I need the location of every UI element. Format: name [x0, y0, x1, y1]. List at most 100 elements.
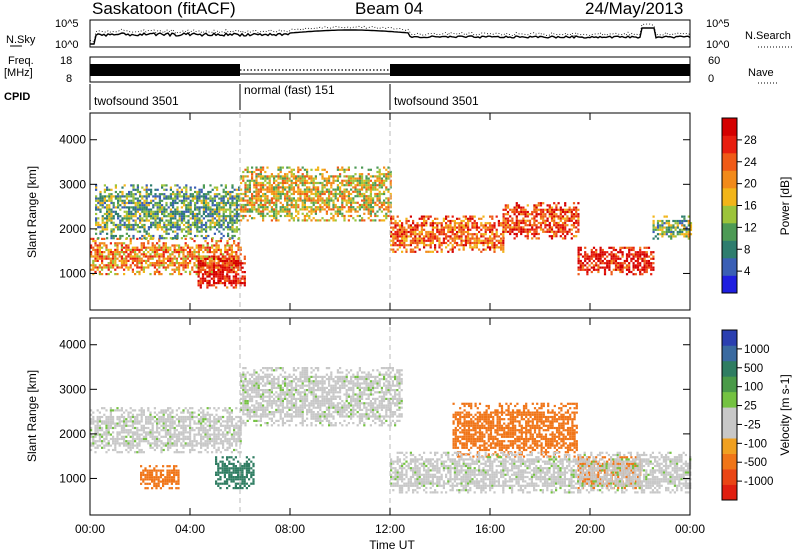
heatmap-cell — [548, 226, 551, 229]
heatmap-cell — [372, 184, 375, 187]
heatmap-cell — [234, 273, 238, 276]
heatmap-cell — [405, 228, 408, 231]
heatmap-cell — [98, 270, 101, 273]
heatmap-cell — [210, 277, 213, 280]
heatmap-cell — [156, 248, 159, 251]
heatmap-cell — [208, 273, 211, 276]
heatmap-cell — [423, 228, 426, 231]
heatmap-cell — [614, 262, 618, 265]
heatmap-cell — [471, 241, 474, 245]
heatmap-cell — [180, 246, 183, 249]
heatmap-cell — [303, 217, 306, 220]
heatmap-cell — [517, 228, 521, 231]
heatmap-cell — [469, 219, 472, 223]
heatmap-cell — [103, 431, 106, 434]
heatmap-cell — [233, 201, 236, 205]
heatmap-cell — [219, 253, 222, 256]
heatmap-cell — [369, 199, 372, 202]
heatmap-cell — [434, 244, 437, 247]
heatmap-cell — [336, 188, 339, 191]
heatmap-cell — [123, 184, 126, 187]
heatmap-cell — [220, 199, 223, 202]
heatmap-cell — [189, 248, 192, 251]
heatmap-cell — [378, 168, 381, 171]
heatmap-cell — [202, 184, 205, 187]
heatmap-cell — [158, 234, 161, 238]
heatmap-cell — [121, 199, 124, 202]
heatmap-cell — [201, 268, 205, 271]
heatmap-cell — [109, 259, 112, 262]
heatmap-cell — [343, 219, 346, 222]
heatmap-cell — [127, 411, 130, 414]
heatmap-cell — [681, 228, 684, 231]
heatmap-cell — [358, 188, 361, 191]
heatmap-cell — [539, 202, 543, 205]
heatmap-cell — [531, 217, 534, 220]
heatmap-cell — [542, 217, 545, 220]
heatmap-cell — [213, 208, 216, 211]
heatmap-cell — [202, 244, 205, 247]
heatmap-cell — [396, 248, 399, 251]
heatmap-cell — [150, 208, 153, 211]
heatmap-cell — [164, 426, 167, 430]
heatmap-cell — [189, 232, 192, 235]
heatmap-cell — [330, 217, 333, 220]
heatmap-cell — [210, 284, 213, 287]
heatmap-cell — [116, 431, 119, 434]
heatmap-cell — [314, 188, 317, 191]
heatmap-cell — [101, 442, 104, 445]
heatmap-cell — [354, 177, 357, 180]
heatmap-cell — [372, 199, 375, 202]
heatmap-cell — [670, 235, 673, 238]
heatmap-cell — [347, 177, 350, 180]
heatmap-cell — [241, 266, 244, 269]
heatmap-cell — [235, 253, 238, 256]
heatmap-cell — [361, 206, 364, 209]
heatmap-cell — [484, 233, 487, 236]
heatmap-cell — [147, 228, 150, 231]
heatmap-cell — [141, 217, 144, 220]
heatmap-cell — [173, 444, 176, 447]
heatmap-cell — [183, 199, 186, 202]
heatmap-cell — [345, 168, 348, 171]
heatmap-cell — [206, 279, 209, 282]
heatmap-cell — [295, 203, 298, 207]
heatmap-cell — [484, 248, 487, 251]
heatmap-cell — [273, 217, 276, 220]
heatmap-cell — [129, 251, 132, 254]
heatmap-cell — [206, 271, 209, 274]
heatmap-cell — [184, 244, 187, 247]
heatmap-cell — [107, 257, 110, 260]
heatmap-cell — [215, 422, 218, 425]
heatmap-cell — [544, 215, 547, 218]
heatmap-cell — [502, 239, 505, 242]
heatmap-cell — [207, 226, 210, 229]
heatmap-cell — [451, 239, 454, 242]
heatmap-cell — [641, 257, 644, 260]
heatmap-cell — [103, 413, 106, 416]
heatmap-cell — [284, 175, 287, 178]
heatmap-cell — [184, 262, 187, 265]
heatmap-cell — [387, 206, 390, 209]
heatmap-cell — [233, 215, 236, 218]
heatmap-cell — [235, 219, 238, 222]
heatmap-cell — [200, 429, 203, 432]
heatmap-cell — [191, 411, 194, 414]
heatmap-cell — [244, 192, 247, 196]
heatmap-cell — [202, 429, 205, 432]
heatmap-cell — [275, 195, 278, 198]
heatmap-cell — [423, 237, 426, 240]
heatmap-cell — [176, 228, 179, 231]
heatmap-cell — [387, 166, 390, 169]
heatmap-cell — [262, 188, 265, 191]
heatmap-cell — [153, 444, 156, 447]
heatmap-cell — [156, 424, 159, 427]
heatmap-cell — [423, 217, 426, 220]
heatmap-cell — [158, 264, 161, 267]
heatmap-cell — [206, 284, 209, 287]
heatmap-cell — [526, 237, 529, 240]
heatmap-cell — [440, 241, 443, 245]
heatmap-cell — [334, 192, 337, 196]
heatmap-cell — [352, 179, 355, 182]
heatmap-cell — [171, 268, 174, 271]
